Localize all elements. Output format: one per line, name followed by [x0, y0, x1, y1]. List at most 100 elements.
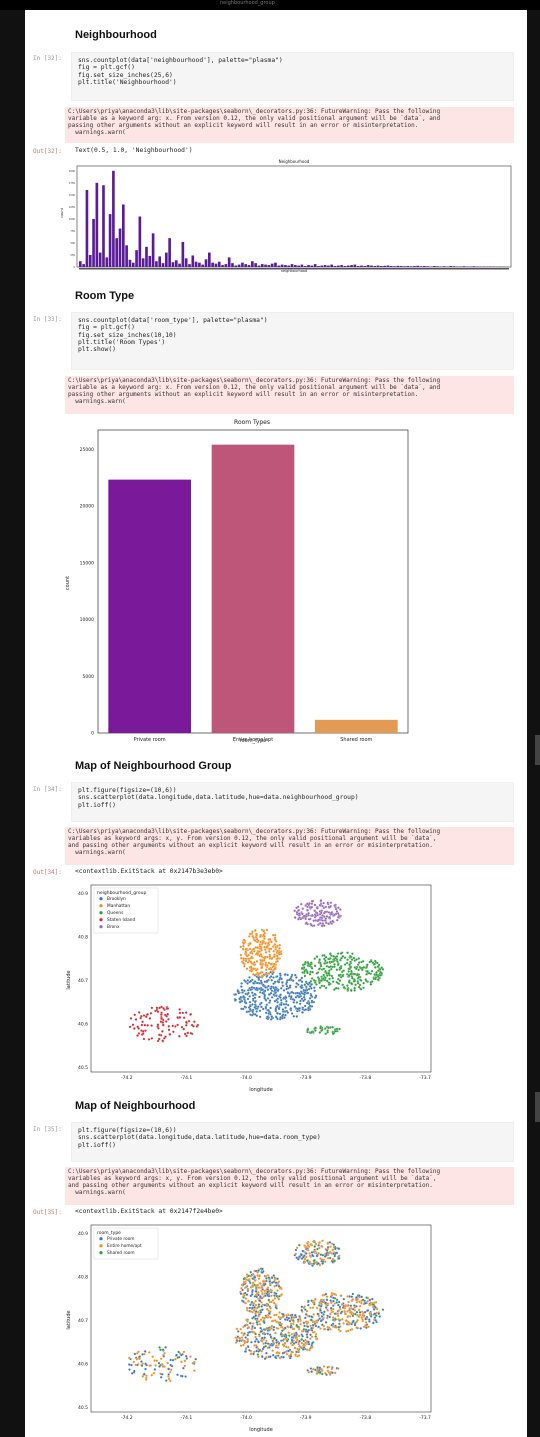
room-chart-title: Room Types — [234, 419, 270, 426]
neighbourhood-bar — [125, 245, 128, 267]
scatter-point — [317, 1325, 320, 1329]
code-cell-32[interactable]: sns.countplot(data['neighbourhood'], pal… — [71, 52, 514, 101]
room-types-countplot: Room Types count room_type 0 5000 10000 150… — [65, 419, 409, 744]
scatter-point — [272, 950, 276, 953]
scatter-point — [169, 1363, 172, 1367]
scatter-point — [311, 1331, 315, 1334]
scatter-point — [184, 1354, 188, 1358]
warning-line: C:\Users\priya\anaconda3\lib\site-packag… — [68, 1168, 441, 1175]
scatter-point — [168, 1370, 172, 1374]
scatter-point — [193, 1020, 196, 1023]
scatter-point — [357, 985, 361, 989]
scatter-point — [331, 1310, 335, 1314]
scatter-point — [279, 1003, 283, 1007]
scatter-point — [331, 1032, 335, 1036]
scatter-point — [355, 1320, 358, 1324]
scatter-point — [255, 1010, 258, 1013]
scatter-point — [325, 1295, 329, 1299]
scatter-point — [260, 1289, 263, 1293]
scatter-point — [266, 1290, 270, 1294]
neighbourhood-bar — [217, 261, 221, 267]
scatter-point — [337, 973, 341, 977]
scatter-point — [300, 984, 304, 987]
scatter-point — [267, 972, 271, 975]
neighbourhood-bar — [277, 265, 281, 267]
scatter-point — [269, 1288, 272, 1292]
scatter-point — [256, 1271, 259, 1274]
scatter-point — [261, 1267, 264, 1271]
neighbourhood-bar — [138, 216, 142, 267]
scatter-point — [356, 1313, 359, 1317]
scatter-point — [319, 916, 323, 919]
scatter-point — [257, 1340, 260, 1344]
scatter-point — [304, 1308, 307, 1311]
neighbourhood-bar — [323, 265, 327, 267]
scatter-point — [244, 947, 248, 951]
scatter-point — [266, 955, 269, 959]
scatter-point — [318, 1241, 322, 1244]
scatter-point — [321, 922, 325, 925]
scatter-point — [149, 1364, 153, 1367]
code-cell-33[interactable]: sns.countplot(data['room_type'], palette… — [71, 312, 514, 370]
neighbourhood-bar — [363, 266, 367, 267]
neighbourhood-bar — [155, 261, 158, 267]
code-cell-34[interactable]: plt.figure(figsize=(10,6)) sns.scatterplo… — [71, 782, 514, 822]
map-xtick-label: -73.7 — [419, 1415, 431, 1421]
scatter-point — [310, 1251, 314, 1254]
output-text-34: <contextlib.ExitStack at 0x2147b3e3eb0> — [75, 868, 223, 875]
scatter-point — [304, 1341, 307, 1345]
scatter-point — [366, 1300, 369, 1303]
neighbourhood-bar — [370, 265, 373, 267]
scatter-point — [315, 1337, 319, 1340]
scatter-point — [160, 1372, 164, 1376]
scatter-point — [326, 1242, 330, 1245]
scrollbar-marker-2[interactable] — [535, 1092, 540, 1122]
scatter-point — [242, 1281, 246, 1285]
scatter-point — [272, 982, 275, 986]
scatter-point — [249, 1310, 253, 1313]
neighbourhood-bar — [174, 260, 178, 267]
scatter-point — [290, 1333, 294, 1336]
map1-ylabel: latitude — [66, 970, 72, 989]
scatter-point — [313, 981, 317, 984]
scatter-point — [321, 1239, 324, 1243]
scatter-point — [321, 1260, 325, 1263]
scatter-point — [323, 962, 326, 965]
scatter-point — [156, 1010, 160, 1014]
scatter-point — [328, 1256, 332, 1260]
neighbourhood-bar — [122, 204, 125, 267]
map-ytick-label: 40.6 — [78, 1362, 88, 1368]
scatter-point — [142, 1014, 146, 1017]
scatter-point — [323, 915, 326, 918]
scatter-point — [297, 1354, 301, 1357]
scatter-point — [324, 1306, 328, 1310]
heading-neighbourhood: Neighbourhood — [75, 29, 157, 41]
scrollbar-marker-1[interactable] — [535, 735, 540, 765]
scatter-point — [241, 947, 245, 951]
scatter-point — [309, 1243, 312, 1246]
scatter-point — [339, 952, 343, 955]
scatter-point — [141, 1375, 145, 1378]
neighbourhood-bar — [280, 264, 284, 267]
scatter-point — [341, 974, 344, 978]
neighbourhood-bar — [188, 264, 191, 267]
scatter-point — [306, 1303, 310, 1307]
map1-xlabel: longitude — [249, 1087, 273, 1093]
scatter-point — [276, 1277, 279, 1281]
scatter-point — [256, 940, 259, 944]
scatter-point — [252, 973, 255, 976]
legend-title: neighbourhood_group — [97, 890, 146, 896]
scatter-point — [325, 961, 329, 964]
scatter-point — [239, 1344, 243, 1348]
scatter-point — [267, 941, 270, 945]
scatter-point — [234, 993, 238, 996]
scatter-point — [247, 991, 250, 995]
scatter-point — [315, 983, 318, 986]
scatter-point — [272, 1325, 276, 1329]
scatter-point — [263, 1289, 267, 1293]
code-cell-35[interactable]: plt.figure(figsize=(10,6)) sns.scatterplo… — [71, 1122, 514, 1162]
scatter-point — [353, 989, 356, 992]
scatter-point — [166, 1361, 169, 1365]
scatter-point — [240, 1336, 244, 1339]
